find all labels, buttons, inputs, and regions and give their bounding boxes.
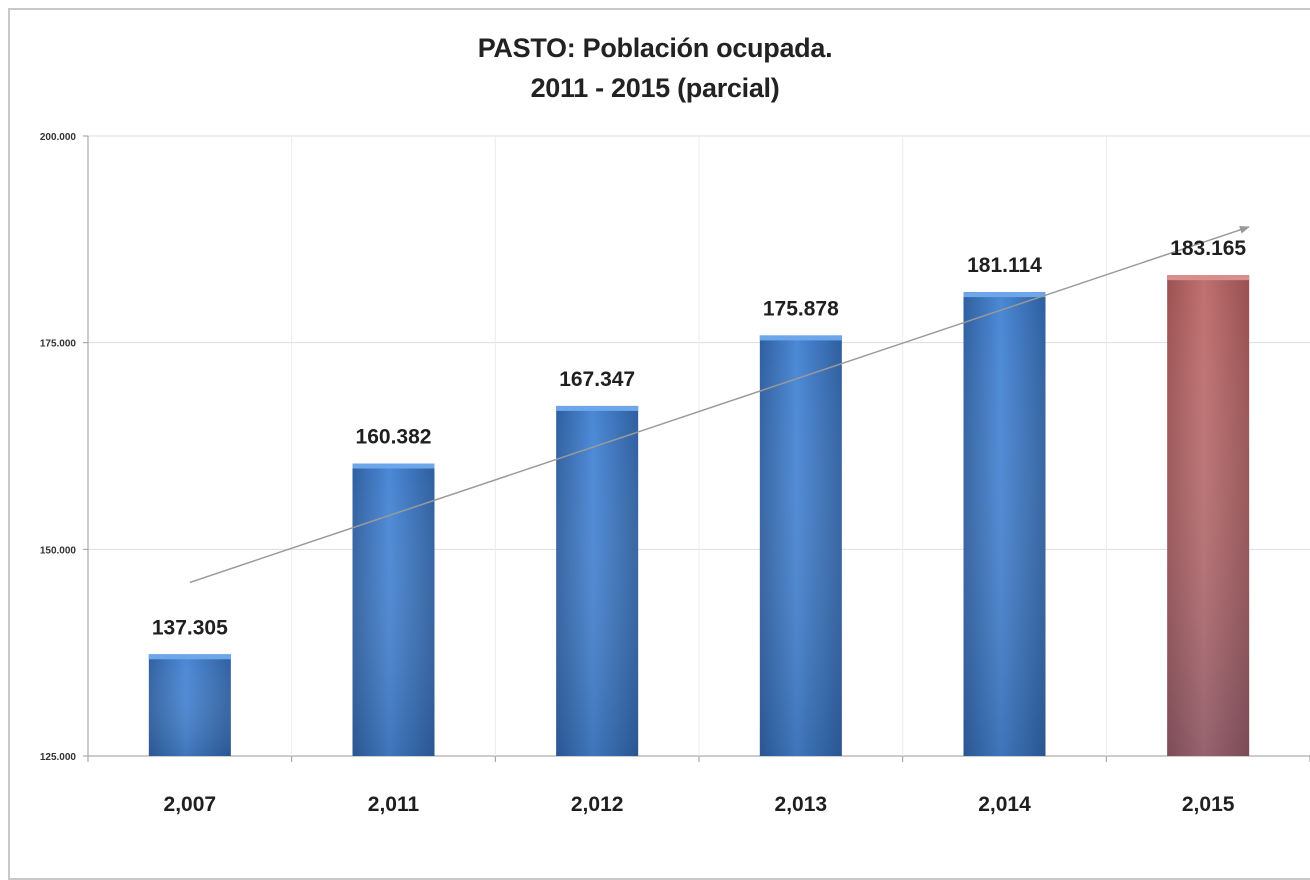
y-tick-label: 150.000 [40,545,77,556]
bar-cap [1167,275,1250,281]
bar-shade [556,405,639,756]
trend-arrow [189,226,1250,584]
bar-shade [963,292,1046,756]
data-label: 167.347 [559,368,635,391]
data-label: 183.165 [1170,237,1246,260]
y-tick-label: 175.000 [40,339,77,350]
chart-title-line-1: PASTO: Población ocupada. [477,33,833,63]
x-tick-label: 2,007 [164,793,217,816]
chart-title-line-2: 2011 - 2015 (parcial) [530,73,780,103]
y-tick-label: 200.000 [40,132,77,143]
bar-shade [1167,275,1250,756]
label-layer: 125.000 150.000 175.000 200.000 137.305 2,007… [40,132,1247,816]
bar-shade [148,654,231,756]
bar-shade [759,335,842,756]
bar-cap [556,405,639,411]
trend-layer [189,226,1250,584]
chart-title: PASTO: Población ocupada. 2011 - 2015 (p… [0,28,1310,108]
data-label: 137.305 [152,616,228,639]
data-label: 160.382 [356,426,432,449]
data-label: 175.878 [763,297,839,320]
x-tick-label: 2,013 [775,793,828,816]
bar-cap [352,463,435,469]
x-tick-label: 2,015 [1182,793,1235,816]
grid-layer [83,135,1310,762]
x-tick-label: 2,011 [368,793,420,816]
bar-cap [963,292,1046,298]
y-tick-label: 125.000 [40,752,77,763]
x-tick-label: 2,012 [571,793,624,816]
data-label: 181.114 [967,254,1042,277]
x-tick-label: 2,014 [978,793,1031,816]
bar-layer [148,275,1250,756]
bar-cap [148,654,231,660]
bar-shade [352,463,435,756]
bar-cap [759,335,842,341]
